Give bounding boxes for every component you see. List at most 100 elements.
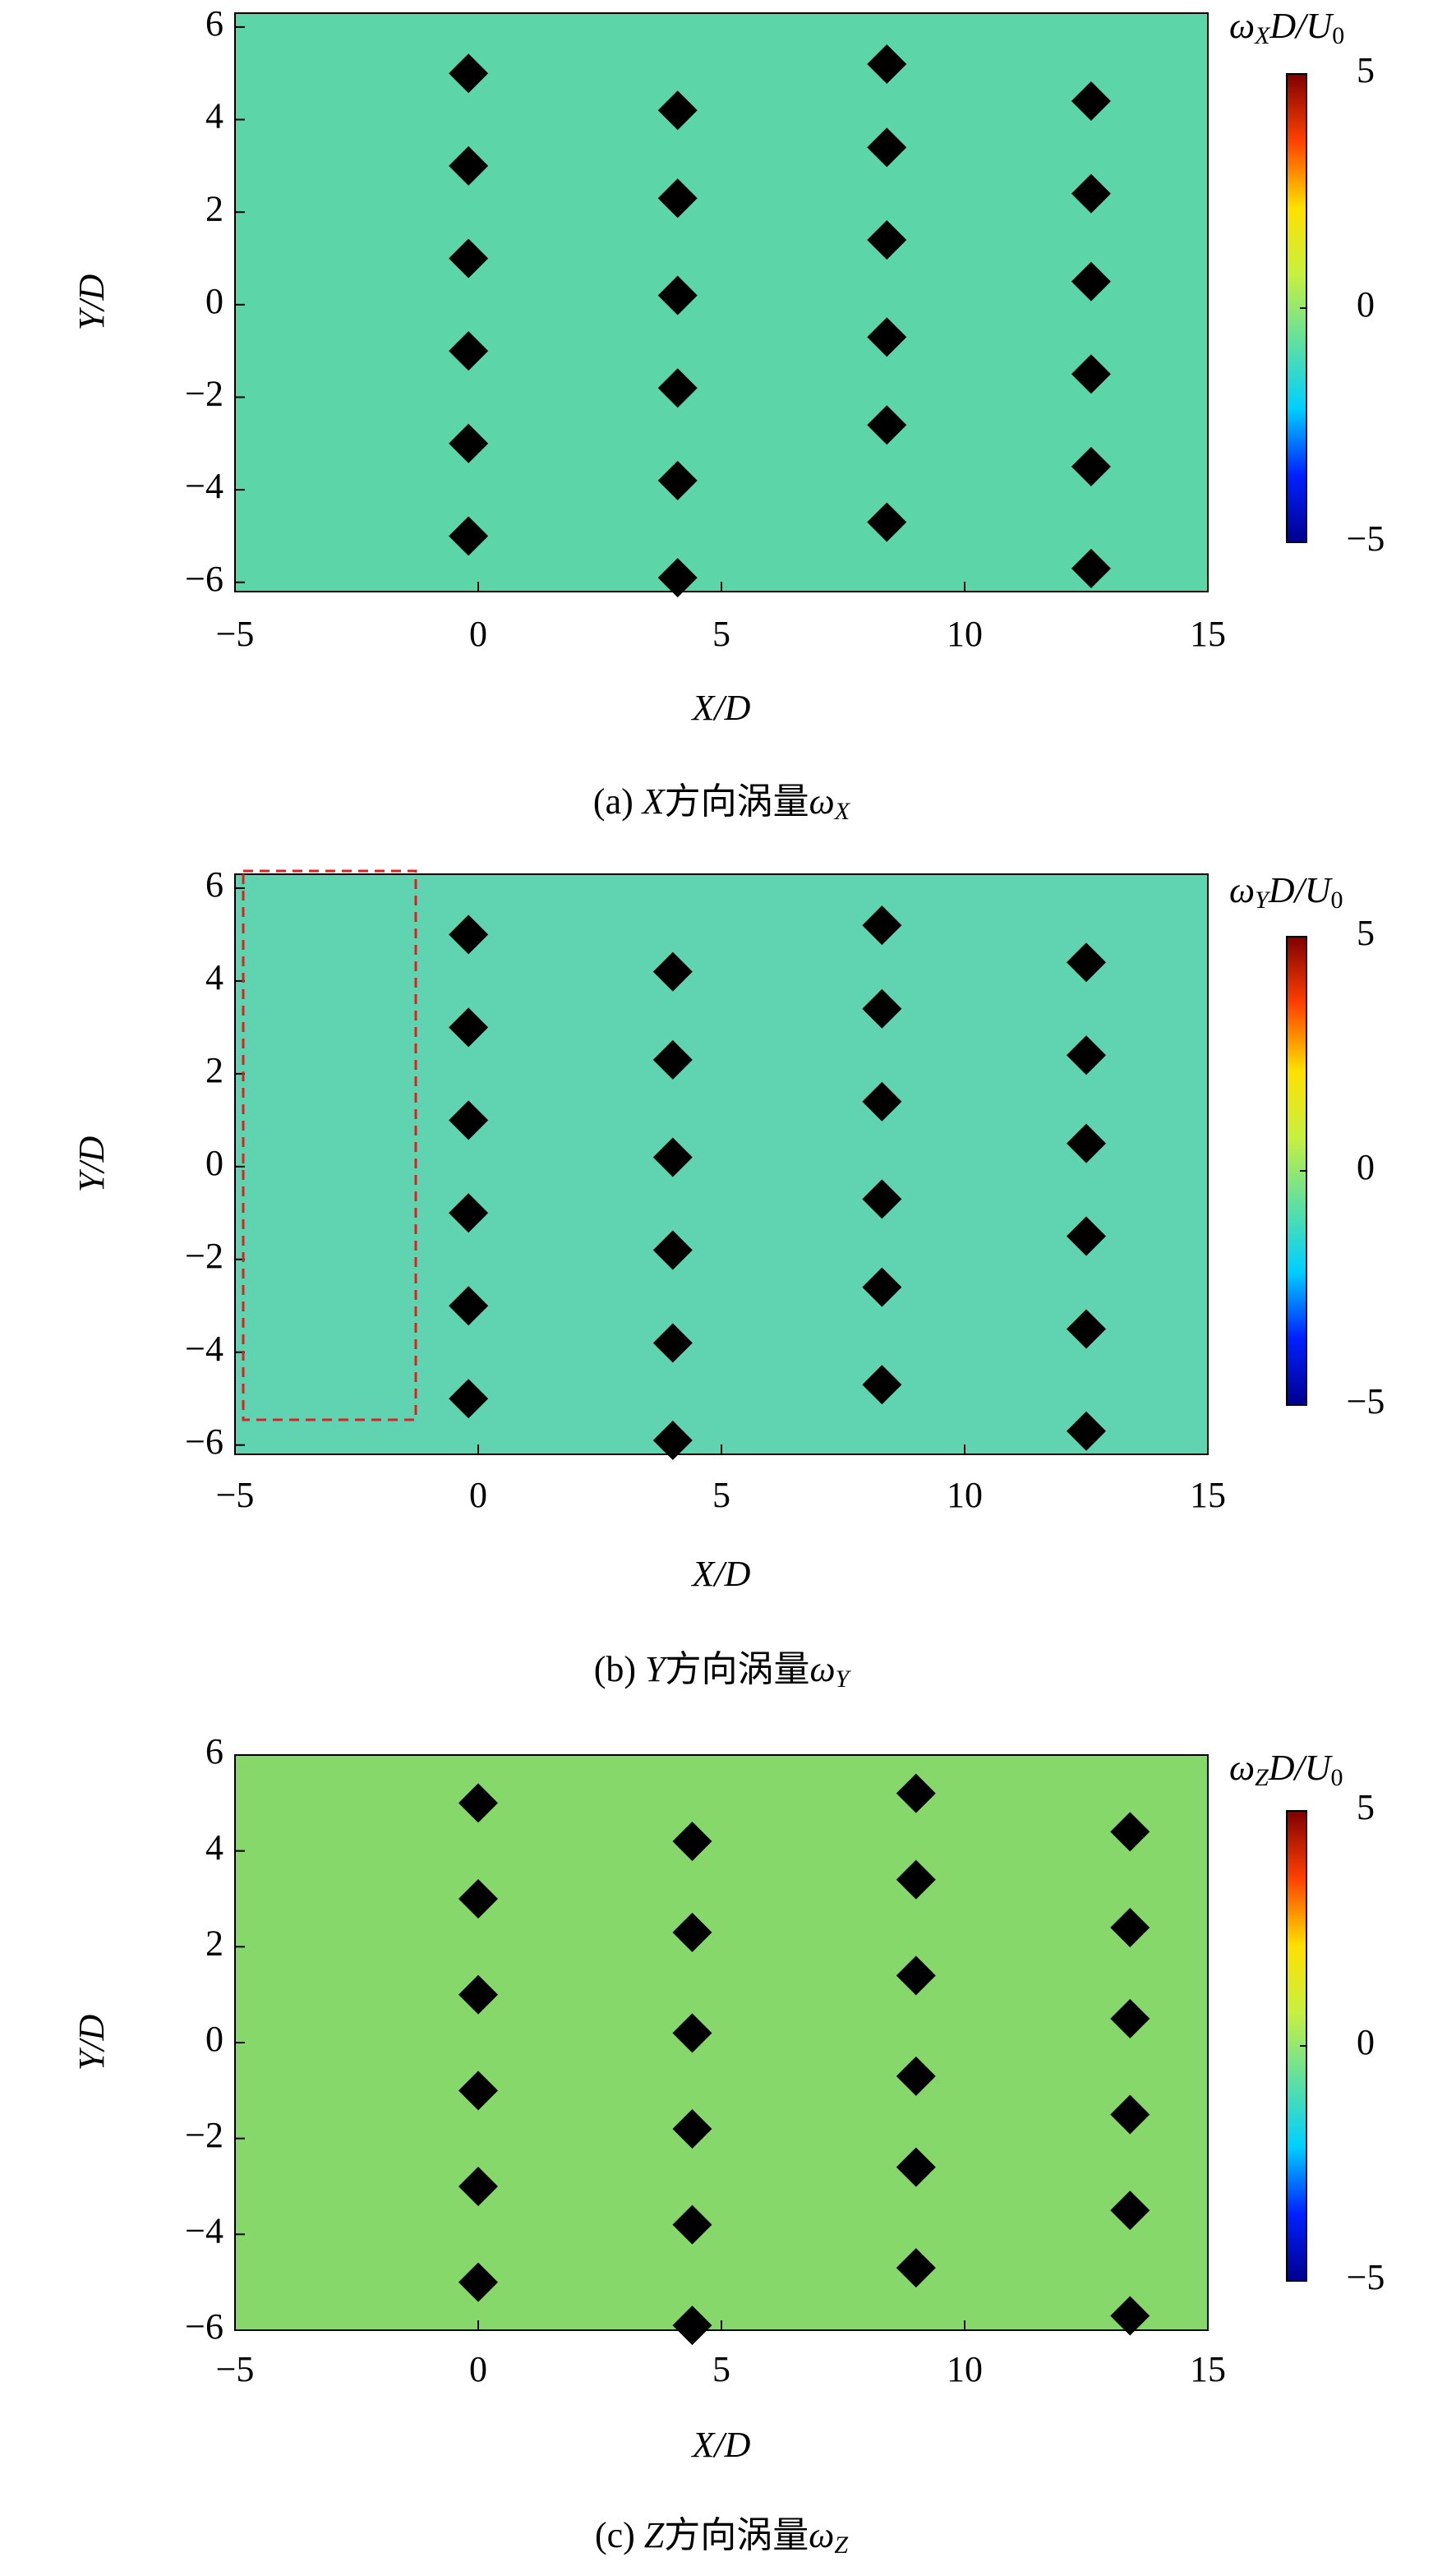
caption-part: X — [641, 781, 666, 822]
y-tick-label: 0 — [205, 2019, 223, 2059]
colorbar-tick-label: 0 — [1357, 1147, 1375, 1187]
cylinder-marker — [1067, 1411, 1106, 1451]
cylinder-marker — [449, 516, 489, 556]
y-tick-label: −4 — [185, 466, 223, 506]
colorbar-tick-label: 5 — [1357, 1787, 1375, 1827]
colorbar-label-part: Y — [1255, 887, 1271, 914]
x-axis-label: X/D — [691, 2425, 751, 2465]
y-tick-label: −2 — [185, 1236, 223, 1276]
x-tick-label: 0 — [469, 1475, 487, 1515]
cylinder-marker — [867, 317, 907, 357]
cylinder-marker — [458, 2262, 498, 2302]
cylinder-marker — [657, 558, 698, 598]
caption-part: 方向涡量 — [666, 1649, 810, 1689]
y-tick-label: −4 — [185, 1329, 223, 1369]
cylinder-marker — [1067, 1035, 1106, 1076]
colorbar-tick-label: −5 — [1347, 518, 1385, 559]
y-tick-label: 0 — [205, 281, 223, 321]
cylinder-marker — [896, 1956, 936, 1996]
caption: (a) X方向涡量ωX — [593, 781, 851, 825]
y-tick-label: 4 — [205, 96, 223, 136]
cylinder-marker — [458, 1974, 498, 2015]
caption-part: (b) — [594, 1649, 645, 1689]
cylinder-marker — [652, 1137, 693, 1177]
cylinder-marker — [1071, 261, 1111, 302]
x-tick-label: 10 — [947, 614, 983, 654]
y-tick-label: 4 — [205, 957, 223, 997]
cylinder-marker — [458, 1783, 498, 1823]
cylinder-marker — [867, 502, 907, 542]
caption-part: (a) — [593, 781, 643, 822]
colorbar-label: ωXD/U0 — [1229, 6, 1344, 49]
cylinder-marker — [458, 2167, 498, 2206]
x-tick-label: −5 — [216, 1475, 255, 1515]
cylinder-marker — [862, 1267, 902, 1307]
cylinder-marker — [449, 1007, 489, 1048]
cylinder-marker — [652, 1039, 693, 1080]
y-tick-label: −2 — [185, 2115, 223, 2155]
cylinder-marker — [862, 1081, 902, 1122]
cylinder-marker — [657, 368, 698, 408]
cylinder-marker — [449, 1286, 489, 1326]
colorbar-label-part: X — [1254, 22, 1271, 49]
cylinder-marker — [657, 90, 698, 131]
cylinder-marker — [867, 127, 907, 168]
colorbar-tick-label: 0 — [1357, 284, 1375, 325]
cylinder-marker — [672, 2109, 712, 2149]
cylinder-marker — [1110, 2296, 1150, 2336]
y-axis-label: Y/D — [71, 274, 112, 331]
y-tick-label: 2 — [205, 1050, 223, 1090]
colorbar-tick-label: 5 — [1357, 913, 1375, 953]
cylinder-marker — [896, 1859, 936, 1900]
y-tick-label: 6 — [205, 1731, 223, 1771]
caption-part: Z — [644, 2515, 665, 2555]
cylinder-marker — [896, 1773, 936, 1813]
cylinder-marker — [449, 331, 489, 371]
cylinder-marker — [896, 2056, 936, 2096]
cylinder-marker — [1071, 548, 1111, 588]
x-tick-label: 15 — [1190, 2349, 1226, 2389]
colorbar-tick-label: −5 — [1347, 2257, 1385, 2297]
x-tick-label: 0 — [469, 2349, 487, 2389]
colorbar-label-part: D/U — [1268, 1748, 1334, 1788]
colorbar-tick-label: 0 — [1357, 2022, 1375, 2062]
cylinder-marker — [867, 44, 907, 84]
colorbar-label-part: D/U — [1268, 870, 1334, 910]
cylinder-marker — [867, 405, 907, 445]
cylinder-marker — [896, 2248, 936, 2288]
cylinder-marker — [652, 951, 693, 992]
y-tick-label: −6 — [185, 1421, 223, 1462]
cylinder-marker — [1110, 1812, 1150, 1852]
cylinder-marker — [672, 1912, 712, 1952]
caption-part: Y — [836, 1665, 852, 1693]
cylinder-marker — [1110, 1908, 1150, 1947]
x-axis-label: X/D — [691, 688, 751, 728]
cylinder-marker — [1067, 942, 1106, 983]
cylinder-marker — [1110, 2191, 1150, 2231]
cylinder-marker — [652, 1230, 693, 1270]
cylinder-marker — [449, 1193, 489, 1233]
y-tick-label: −6 — [185, 2306, 223, 2347]
cylinder-marker — [1110, 2094, 1150, 2135]
cylinder-marker — [862, 905, 902, 946]
colorbar-label-part: Z — [1255, 1764, 1269, 1791]
cylinder-marker — [862, 988, 902, 1029]
cylinder-marker — [672, 2013, 712, 2053]
cylinder-marker — [862, 1365, 902, 1405]
x-tick-label: 5 — [712, 614, 730, 654]
caption-part: 方向涡量 — [664, 2515, 809, 2555]
caption: (b) Y方向涡量ωY — [594, 1649, 852, 1693]
cylinder-marker — [652, 1323, 693, 1363]
x-tick-label: −5 — [216, 614, 255, 654]
cylinder-marker — [652, 1421, 693, 1461]
y-tick-label: 2 — [205, 1923, 223, 1963]
colorbar-label: ωYD/U0 — [1229, 870, 1343, 914]
colorbar-label-part: ω — [1229, 6, 1255, 46]
field — [235, 1755, 1208, 2330]
cylinder-marker — [1071, 81, 1111, 122]
caption-part: Y — [645, 1649, 669, 1689]
colorbar-label-part: 0 — [1331, 1764, 1343, 1791]
x-axis-label: X/D — [691, 1554, 751, 1594]
